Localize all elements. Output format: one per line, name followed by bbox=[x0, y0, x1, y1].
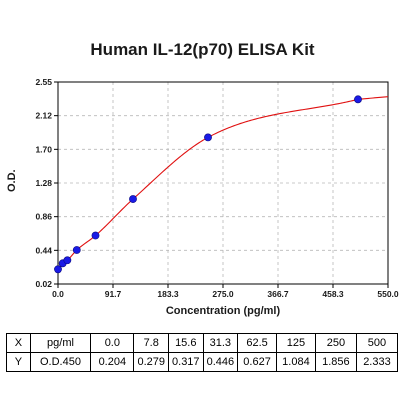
table-cell: 7.8 bbox=[133, 333, 169, 353]
data-point bbox=[91, 231, 100, 240]
table-cell: 15.6 bbox=[168, 333, 204, 353]
x-tick-label: 458.3 bbox=[322, 289, 344, 299]
y-tick-label: 2.12 bbox=[35, 111, 52, 121]
y-tick-label: 0.02 bbox=[35, 279, 52, 289]
x-tick-label: 183.3 bbox=[157, 289, 179, 299]
x-tick-label: 366.7 bbox=[267, 289, 289, 299]
table-cell: 0.317 bbox=[168, 352, 204, 372]
table-cell: 0.627 bbox=[237, 352, 277, 372]
table-cell: 1.084 bbox=[276, 352, 316, 372]
x-axis-label: Concentration (pg/ml) bbox=[165, 305, 281, 317]
x-tick-label: 550.0 bbox=[377, 289, 399, 299]
data-point bbox=[204, 133, 212, 142]
table-cell: pg/ml bbox=[29, 333, 92, 353]
table-cell: 0.0 bbox=[90, 333, 135, 353]
plot-area: 0.0 91.7 183.3 275.0 366.7 458.3 550.0 0.02 0.44… bbox=[35, 77, 399, 299]
data-point bbox=[63, 256, 72, 265]
table-cell: 0.446 bbox=[202, 352, 239, 372]
data-point bbox=[129, 195, 137, 203]
data-point bbox=[72, 246, 81, 254]
table-cell: 0.279 bbox=[133, 352, 169, 372]
data-point bbox=[354, 95, 362, 104]
table-cell: 2.333 bbox=[355, 352, 399, 372]
table-row: Y O.D.450 0.204 0.279 0.317 0.446 0.627 1.084 1.… bbox=[6, 352, 399, 372]
table-cell: 1.856 bbox=[314, 352, 357, 372]
fitted-curve bbox=[57, 96, 389, 270]
y-tick-label: 0.86 bbox=[35, 212, 52, 222]
table-cell: 125 bbox=[276, 333, 316, 353]
x-tick-label: 91.7 bbox=[105, 289, 122, 299]
x-tick-label: 275.0 bbox=[212, 289, 234, 299]
y-tick-label: 0.44 bbox=[35, 245, 52, 255]
table-cell: 31.3 bbox=[202, 333, 239, 353]
x-tick-label: 0.0 bbox=[52, 289, 64, 299]
table-cell: 62.5 bbox=[237, 333, 277, 353]
data-point bbox=[54, 265, 62, 274]
table-cell: 0.204 bbox=[90, 352, 135, 372]
y-tick-label: 1.70 bbox=[35, 144, 52, 154]
y-tick-label: 1.28 bbox=[35, 178, 52, 188]
y-tick-label: 2.55 bbox=[35, 77, 52, 87]
table-cell: 500 bbox=[355, 333, 399, 353]
table-row-header: X bbox=[6, 333, 31, 353]
table-cell: 250 bbox=[314, 333, 357, 353]
chart-title: Human IL-12(p70) ELISA Kit bbox=[90, 40, 315, 59]
table-cell: O.D.450 bbox=[29, 352, 92, 372]
table-row-header: Y bbox=[6, 352, 31, 372]
